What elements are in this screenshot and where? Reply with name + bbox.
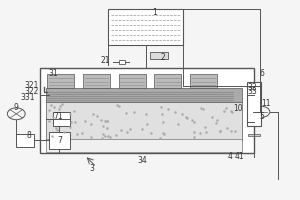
Bar: [108, 9, 183, 45]
Text: 33: 33: [248, 87, 257, 96]
Text: 9: 9: [13, 103, 18, 112]
Text: 5: 5: [259, 112, 264, 121]
Text: 21: 21: [101, 56, 110, 65]
Bar: [154, 74, 181, 88]
Bar: [49, 132, 70, 149]
Bar: [119, 60, 125, 64]
Text: 331: 331: [21, 93, 35, 102]
Bar: [248, 134, 260, 136]
Text: 41: 41: [234, 152, 244, 161]
Bar: [150, 52, 168, 59]
Bar: [190, 74, 217, 88]
Text: 2: 2: [161, 53, 166, 62]
Bar: [46, 88, 242, 102]
Text: 322: 322: [24, 87, 38, 96]
Text: 11: 11: [261, 99, 271, 108]
Bar: [247, 82, 262, 126]
Bar: [46, 139, 242, 152]
Text: 32: 32: [248, 83, 257, 92]
Text: 31: 31: [49, 69, 58, 78]
Text: 7: 7: [57, 136, 62, 145]
Text: 4: 4: [227, 152, 232, 161]
Bar: [46, 102, 242, 141]
Bar: [47, 74, 74, 88]
Bar: [53, 112, 70, 126]
Text: 34: 34: [138, 156, 147, 165]
Text: 71: 71: [53, 112, 63, 121]
Bar: [16, 134, 34, 147]
Text: 6: 6: [259, 69, 264, 78]
Text: 1: 1: [152, 8, 157, 17]
Text: 321: 321: [24, 81, 38, 90]
Text: 10: 10: [233, 104, 242, 113]
Text: 8: 8: [26, 131, 31, 140]
Bar: [40, 68, 254, 153]
Bar: [119, 74, 146, 88]
Bar: [83, 74, 110, 88]
Text: 3: 3: [90, 164, 94, 173]
